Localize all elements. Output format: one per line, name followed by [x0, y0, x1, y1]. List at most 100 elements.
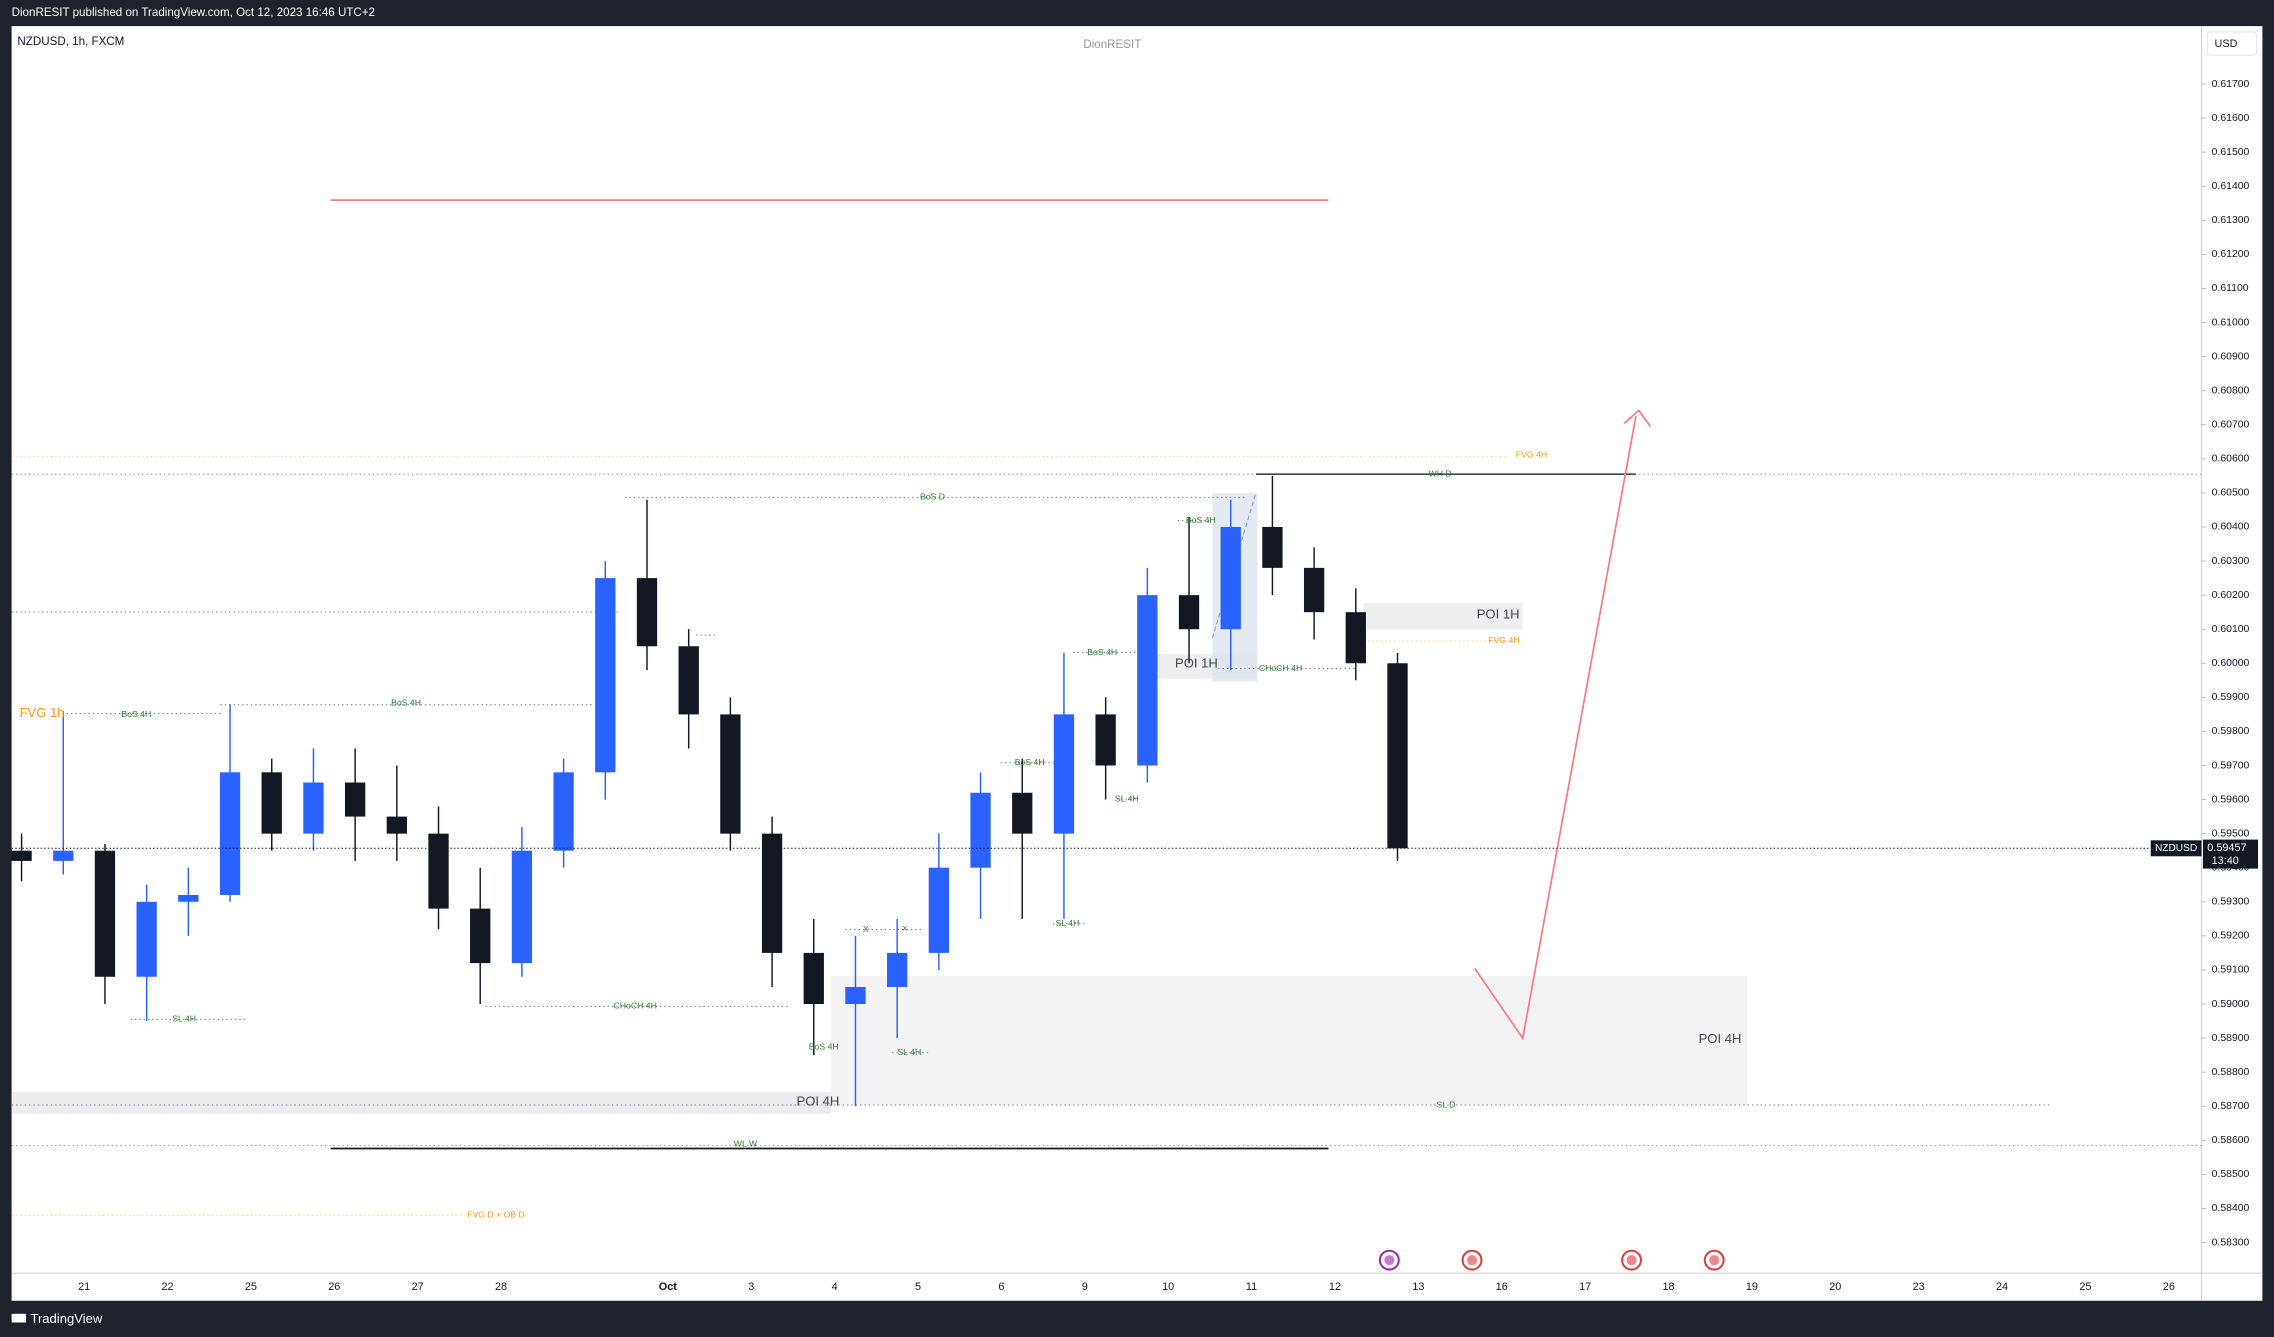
y-tick-label: 0.58600	[2212, 1135, 2250, 1146]
candle-body	[845, 986, 866, 1005]
annotation: FVG 4H	[1488, 635, 1519, 645]
y-tick-label: 0.60000	[2212, 658, 2250, 669]
currency-box[interactable]	[2206, 31, 2258, 56]
x-tick-label: Oct	[659, 1281, 677, 1293]
annotation: POI 1H	[1477, 606, 1520, 621]
candle-body	[1053, 714, 1075, 834]
x-tick-label: 18	[1662, 1281, 1674, 1293]
zone	[830, 975, 1748, 1105]
x-tick-label: 28	[495, 1281, 507, 1293]
annotation: SL 4H	[172, 1014, 196, 1024]
candle-body	[970, 792, 991, 868]
candle-body	[219, 772, 241, 895]
y-tick-label: 0.60800	[2212, 385, 2250, 396]
annotation: x	[903, 922, 908, 932]
candle-body	[1262, 526, 1283, 568]
event-icon-dot	[1626, 1255, 1637, 1266]
x-tick-label: 12	[1329, 1281, 1341, 1293]
x-tick-label: 16	[1496, 1281, 1508, 1293]
event-icon[interactable]	[1461, 1249, 1483, 1271]
ticker-tag-box	[2150, 840, 2202, 857]
annotation: CHoCH 4H	[613, 1001, 656, 1011]
annotation: SL 4H	[1115, 793, 1139, 803]
annotation: X	[863, 924, 869, 934]
annotation: SL 4H	[897, 1047, 921, 1057]
annotation: BoS D	[920, 492, 945, 502]
candle-body	[553, 772, 574, 851]
event-icon[interactable]	[1621, 1249, 1642, 1271]
candle-body	[1012, 792, 1033, 834]
candle-body	[678, 646, 699, 715]
candle-body	[428, 833, 449, 909]
y-tick-label: 0.59100	[2212, 965, 2250, 976]
footer-brand: TradingView	[30, 1311, 102, 1326]
annotation: BoS 4H	[1087, 647, 1117, 657]
candle-body	[344, 782, 366, 817]
annotation: CHoCH 4H	[1259, 663, 1302, 673]
candle-body	[928, 867, 950, 953]
y-tick-label: 0.59200	[2212, 931, 2250, 942]
candle-body	[803, 952, 824, 1005]
x-tick-label: 23	[1913, 1281, 1925, 1293]
price-tag-box	[2202, 839, 2259, 869]
y-tick-label: 0.61700	[2212, 79, 2250, 90]
x-tick-label: 26	[2163, 1281, 2175, 1293]
projection-arrow	[1474, 409, 1652, 1041]
candle-body	[261, 772, 282, 834]
candle-body	[136, 901, 157, 977]
annotation: WH D	[1429, 468, 1452, 478]
annotation: BoS 4H	[1186, 515, 1216, 525]
x-tick-label: 24	[1996, 1281, 2008, 1293]
y-tick-label: 0.61500	[2212, 147, 2250, 158]
x-tick-label: 3	[748, 1281, 754, 1293]
countdown: 13:40	[2212, 855, 2239, 867]
candle-body	[303, 782, 324, 834]
candle-body	[761, 833, 783, 953]
candle-body	[1137, 595, 1158, 766]
y-tick-label: 0.59300	[2212, 897, 2250, 908]
published-header: DionRESIT published on TradingView.com, …	[12, 6, 375, 19]
y-tick-label: 0.58800	[2212, 1067, 2250, 1078]
y-tick-label: 0.59700	[2212, 760, 2250, 771]
x-tick-label: 9	[1082, 1281, 1088, 1293]
y-tick-label: 0.61300	[2212, 215, 2250, 226]
y-tick-label: 0.60300	[2212, 556, 2250, 567]
annotation: FVG D + OB D	[467, 1209, 525, 1219]
annotation: FVG 1h	[20, 705, 65, 720]
y-tick-label: 0.59000	[2212, 999, 2250, 1010]
x-tick-label: 4	[832, 1281, 838, 1293]
x-tick-label: 10	[1162, 1281, 1174, 1293]
y-tick-label: 0.58700	[2212, 1101, 2250, 1112]
y-tick-label: 0.61600	[2212, 113, 2250, 124]
currency-label[interactable]: USD	[2215, 38, 2238, 50]
y-tick-label: 0.60500	[2212, 488, 2250, 499]
candle-body	[11, 850, 32, 861]
candle-body	[386, 816, 407, 834]
candle-body	[53, 850, 74, 861]
annotation: SL 4H	[1055, 918, 1079, 928]
x-tick-label: 20	[1829, 1281, 1841, 1293]
candle-body	[1345, 612, 1366, 664]
x-tick-label: 6	[998, 1281, 1004, 1293]
x-tick-label: 25	[245, 1281, 257, 1293]
x-tick-label: 22	[161, 1281, 173, 1293]
candle-body	[595, 578, 616, 773]
candle-body	[887, 952, 908, 987]
annotation: POI 4H	[1699, 1031, 1742, 1046]
candle-body	[1303, 567, 1325, 613]
event-icon-dot	[1709, 1255, 1720, 1266]
candle-body	[720, 714, 741, 834]
ticker-tag: NZDUSD	[2155, 843, 2197, 854]
annotation: BoS 4H	[1015, 757, 1045, 767]
watermark: DionRESIT	[1083, 38, 1141, 51]
event-icon-dot	[1466, 1255, 1478, 1266]
annotation: POI 4H	[797, 1094, 840, 1109]
tv-logo	[11, 1313, 27, 1323]
event-icon[interactable]	[1703, 1249, 1725, 1271]
symbol-label: NZDUSD, 1h, FXCM	[17, 35, 124, 48]
event-icon-dot	[1384, 1255, 1395, 1266]
event-icon[interactable]	[1378, 1249, 1400, 1271]
candle-body	[1387, 663, 1408, 849]
y-tick-label: 0.59900	[2212, 692, 2250, 703]
candle-body	[94, 850, 116, 977]
